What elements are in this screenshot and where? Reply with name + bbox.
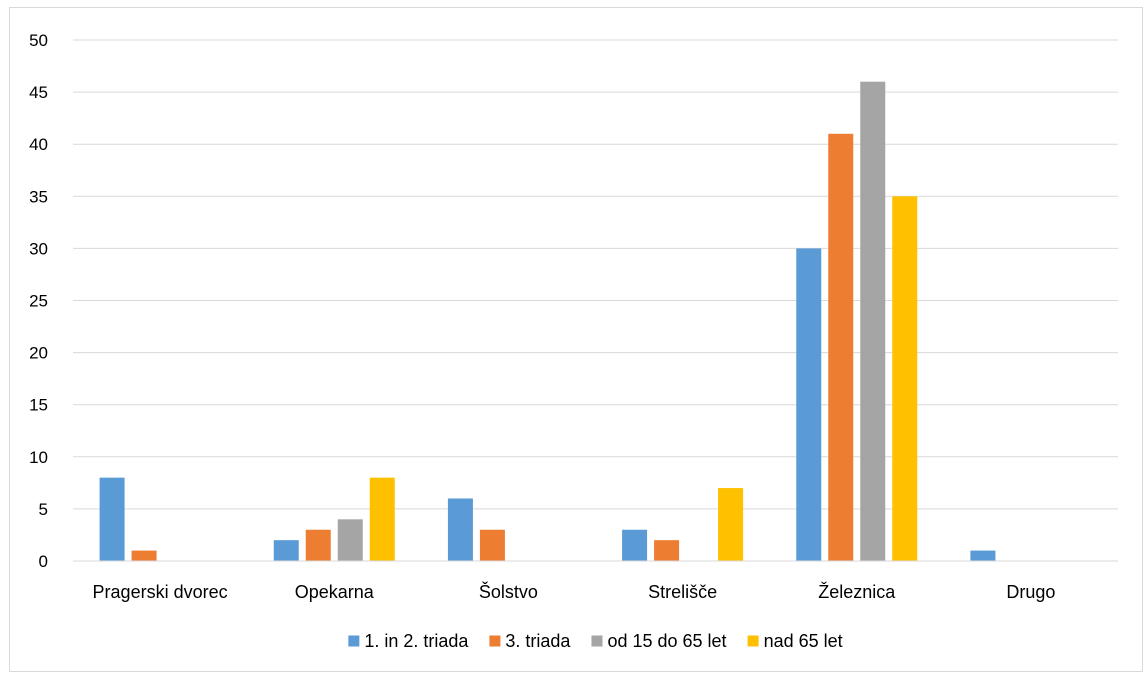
bar [796, 248, 822, 561]
bar [447, 498, 473, 561]
y-tick-label: 45 [29, 83, 48, 102]
legend-item: nad 65 let [747, 631, 843, 651]
bar [622, 529, 648, 561]
legend-label: 1. in 2. triada [364, 631, 469, 651]
x-category-label: Železnica [818, 582, 896, 602]
x-category-label: Pragerski dvorec [93, 582, 228, 602]
y-tick-label: 0 [39, 552, 48, 571]
legend-label: od 15 do 65 let [607, 631, 726, 651]
bar [337, 519, 363, 561]
chart-area: 0 5 10 15 20 25 30 35 40 45 50 Pragerski dvorec Ope… [9, 7, 1143, 672]
y-tick-label: 20 [29, 344, 48, 363]
y-tick-label: 50 [29, 31, 48, 50]
legend-item: 1. in 2. triada [348, 631, 469, 651]
legend-swatch [348, 635, 360, 647]
bar [305, 529, 331, 561]
legend-swatch [489, 635, 501, 647]
y-tick-label: 35 [29, 187, 48, 206]
y-tick-label: 25 [29, 292, 48, 311]
bar [99, 477, 125, 561]
x-axis-category-labels: Pragerski dvorec Opekarna Šolstvo Strelišče… [93, 581, 1056, 602]
bar [892, 196, 918, 562]
bar [860, 81, 886, 562]
y-tick-label: 5 [39, 500, 48, 519]
legend: 1. in 2. triada 3. triada od 15 do 65 let n… [348, 631, 843, 651]
y-tick-label: 40 [29, 135, 48, 154]
legend-item: 3. triada [489, 631, 571, 651]
bar [479, 529, 505, 561]
x-category-label: Šolstvo [479, 581, 538, 602]
bar [718, 488, 744, 561]
bar [369, 477, 395, 561]
y-tick-label: 30 [29, 239, 48, 258]
x-category-label: Strelišče [648, 582, 717, 602]
legend-swatch [747, 635, 759, 647]
bar [273, 540, 299, 561]
bar [131, 550, 157, 561]
bar [828, 133, 854, 561]
bar [654, 540, 680, 561]
legend-item: od 15 do 65 let [591, 631, 727, 651]
legend-swatch [591, 635, 603, 647]
bars [99, 81, 996, 562]
bar [970, 550, 996, 561]
y-axis-tick-labels: 0 5 10 15 20 25 30 35 40 45 50 [29, 31, 48, 571]
gridlines [73, 39, 1118, 510]
y-tick-label: 10 [29, 448, 48, 467]
y-tick-label: 15 [29, 396, 48, 415]
bar-chart: 0 5 10 15 20 25 30 35 40 45 50 Pragerski dvorec Ope… [29, 31, 1118, 651]
x-category-label: Opekarna [295, 582, 375, 602]
legend-label: 3. triada [505, 631, 571, 651]
legend-label: nad 65 let [764, 631, 843, 651]
x-category-label: Drugo [1006, 582, 1055, 602]
